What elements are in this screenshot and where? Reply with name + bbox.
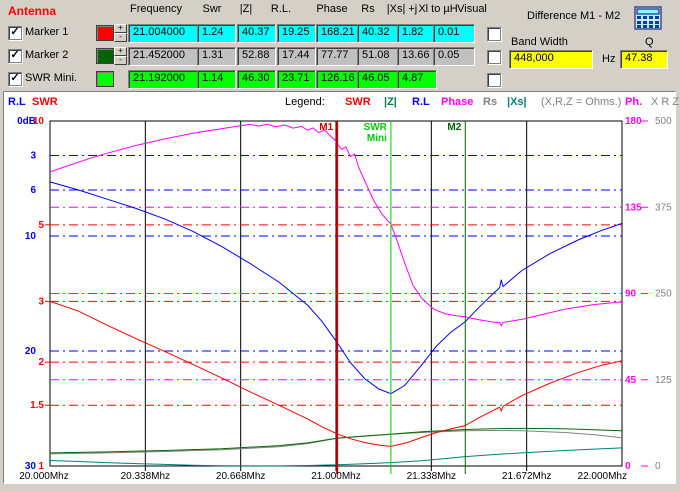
marker-1-rs-field[interactable]: 40.32 <box>357 24 398 43</box>
marker-1-rl-field[interactable]: 19.25 <box>277 24 316 43</box>
svg-text:10: 10 <box>25 231 37 242</box>
marker-1-label: Marker 1 <box>25 26 68 38</box>
calculator-icon <box>634 6 662 31</box>
swr-mini-phase-field[interactable]: 126.16 <box>316 70 361 89</box>
marker-2-xl-field[interactable]: 0.05 <box>433 47 475 66</box>
marker-2-z-field[interactable]: 52.88 <box>237 47 276 66</box>
swr-mini-rs-field[interactable]: 46.05 <box>357 70 398 89</box>
marker-1-color-swatch[interactable] <box>96 25 114 41</box>
marker-1-xs-field[interactable]: 1.82 <box>397 24 437 43</box>
svg-text:125: 125 <box>655 375 672 386</box>
svg-text:20: 20 <box>25 346 37 357</box>
svg-text:180: 180 <box>625 116 642 127</box>
difference-title: Difference M1 - M2 <box>527 10 620 22</box>
swr-mini-rl-field[interactable]: 23.71 <box>277 70 316 89</box>
column-header-5: Rs <box>361 3 374 15</box>
column-header-1: Swr <box>203 3 222 15</box>
column-header-8: Visual <box>457 3 487 15</box>
svg-text:10: 10 <box>33 116 45 127</box>
marker-2-spin-down-button[interactable]: - <box>114 56 127 65</box>
svg-text:21.672Mhz: 21.672Mhz <box>502 471 551 482</box>
swr-mini-enable-checkbox[interactable]: ✓ <box>8 72 22 86</box>
marker-1-swr-field[interactable]: 1.24 <box>197 24 236 43</box>
marker-2-color-swatch[interactable] <box>96 48 114 64</box>
svg-text:3: 3 <box>38 296 44 307</box>
swr-mini-frequency-field[interactable]: 21.192000 <box>128 70 200 89</box>
svg-text:21.338Mhz: 21.338Mhz <box>407 471 456 482</box>
calculator-button[interactable] <box>634 6 662 31</box>
marker-2-frequency-field[interactable]: 21.452000 <box>128 47 200 66</box>
marker-2-xs-field[interactable]: 13.66 <box>397 47 437 66</box>
swr-mini-color-swatch[interactable] <box>96 71 114 87</box>
svg-text:45: 45 <box>625 375 637 386</box>
svg-text:20.000Mhz: 20.000Mhz <box>19 471 68 482</box>
marker-1-frequency-spinner: +- <box>114 24 127 42</box>
marker-2-phase-field[interactable]: 77.77 <box>316 47 361 66</box>
swr-mini-z-field[interactable]: 46.30 <box>237 70 276 89</box>
marker-1-frequency-field[interactable]: 21.004000 <box>128 24 200 43</box>
svg-text:20.338Mhz: 20.338Mhz <box>121 471 170 482</box>
svg-text:135: 135 <box>625 202 642 213</box>
column-header-0: Frequency <box>130 3 182 15</box>
marker-1-z-field[interactable]: 40.37 <box>237 24 276 43</box>
column-header-4: Phase <box>316 3 347 15</box>
marker-1-xl-field[interactable]: 0.01 <box>433 24 475 43</box>
marker-2-frequency-spinner: +- <box>114 47 127 65</box>
svg-text:Mini: Mini <box>367 133 387 144</box>
svg-text:M1: M1 <box>319 122 333 133</box>
bandwidth-field[interactable]: 448,000 <box>509 50 593 69</box>
bandwidth-label: Band Width <box>511 36 568 48</box>
marker-2-swr-field[interactable]: 1.31 <box>197 47 236 66</box>
marker-2-rl-field[interactable]: 17.44 <box>277 47 316 66</box>
svg-text:22.000Mhz: 22.000Mhz <box>578 471 627 482</box>
svg-text:3: 3 <box>30 151 36 162</box>
swr-mini-swr-field[interactable]: 1.14 <box>197 70 236 89</box>
svg-text:0: 0 <box>655 461 661 472</box>
q-field[interactable]: 47.38 <box>620 50 668 69</box>
marker-1-spin-down-button[interactable]: - <box>114 33 127 42</box>
svg-text:500: 500 <box>655 116 672 127</box>
marker-2-enable-checkbox[interactable]: ✓ <box>8 49 22 63</box>
swr-mini-visual-checkbox[interactable] <box>487 73 501 87</box>
marker-2-rs-field[interactable]: 51.08 <box>357 47 398 66</box>
q-label: Q <box>645 36 654 48</box>
swr-mini-xs-field[interactable]: 4.87 <box>397 70 437 89</box>
svg-text:2: 2 <box>38 357 44 368</box>
marker-2-visual-checkbox[interactable] <box>487 50 501 64</box>
swr-impedance-chart: M1SWRMiniM20dB36102030105321.51180135904… <box>3 91 676 484</box>
column-header-6: |Xs| +j <box>387 3 417 15</box>
marker-1-visual-checkbox[interactable] <box>487 27 501 41</box>
hz-unit-label: Hz <box>602 53 615 65</box>
swr-mini-label: SWR Mini. <box>25 72 77 84</box>
antenna-analyzer-window: { "panel": { "title": "Antenna", "header… <box>0 0 680 492</box>
svg-text:375: 375 <box>655 202 672 213</box>
svg-text:21.000Mhz: 21.000Mhz <box>311 471 360 482</box>
svg-text:1.5: 1.5 <box>30 400 44 411</box>
marker-1-enable-checkbox[interactable]: ✓ <box>8 26 22 40</box>
svg-text:250: 250 <box>655 289 672 300</box>
column-header-2: |Z| <box>240 3 252 15</box>
marker-1-phase-field[interactable]: 168.21 <box>316 24 361 43</box>
column-header-7: Xl to µH <box>418 3 457 15</box>
svg-text:M2: M2 <box>447 122 461 133</box>
column-header-3: R.L. <box>271 3 291 15</box>
svg-text:SWR: SWR <box>364 122 388 133</box>
svg-text:20.668Mhz: 20.668Mhz <box>216 471 265 482</box>
marker-2-label: Marker 2 <box>25 49 68 61</box>
svg-text:6: 6 <box>30 185 36 196</box>
svg-text:5: 5 <box>38 220 44 231</box>
svg-text:90: 90 <box>625 289 637 300</box>
